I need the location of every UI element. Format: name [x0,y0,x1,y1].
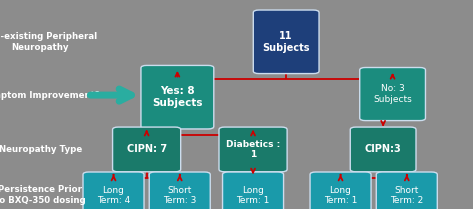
Text: Persistence Prior
to BXQ-350 dosing: Persistence Prior to BXQ-350 dosing [0,185,86,205]
FancyBboxPatch shape [83,172,144,209]
Text: Long
Term: 4: Long Term: 4 [97,186,130,205]
FancyBboxPatch shape [223,172,283,209]
Text: Diabetics :
1: Diabetics : 1 [226,140,280,159]
FancyBboxPatch shape [359,68,425,121]
Text: Short
Term: 2: Short Term: 2 [390,186,423,205]
Text: No: 3
Subjects: No: 3 Subjects [373,84,412,104]
FancyBboxPatch shape [310,172,371,209]
FancyBboxPatch shape [113,127,181,172]
Text: Pre-existing Peripheral
Neuropathy: Pre-existing Peripheral Neuropathy [0,32,97,52]
FancyBboxPatch shape [377,172,437,209]
Text: 11
Subjects: 11 Subjects [263,31,310,53]
Text: Yes: 8
Subjects: Yes: 8 Subjects [152,86,202,108]
FancyBboxPatch shape [254,10,319,74]
Text: Long
Term: 1: Long Term: 1 [324,186,357,205]
Text: CIPN:3: CIPN:3 [365,144,402,154]
FancyBboxPatch shape [350,127,416,172]
FancyBboxPatch shape [141,65,214,129]
Text: Symptom Improvement?: Symptom Improvement? [0,90,100,100]
Text: Short
Term: 3: Short Term: 3 [163,186,196,205]
Text: Long
Term: 1: Long Term: 1 [236,186,270,205]
Text: CIPN: 7: CIPN: 7 [127,144,166,154]
FancyBboxPatch shape [149,172,210,209]
FancyBboxPatch shape [219,127,287,172]
Text: Neuropathy Type: Neuropathy Type [0,145,82,154]
